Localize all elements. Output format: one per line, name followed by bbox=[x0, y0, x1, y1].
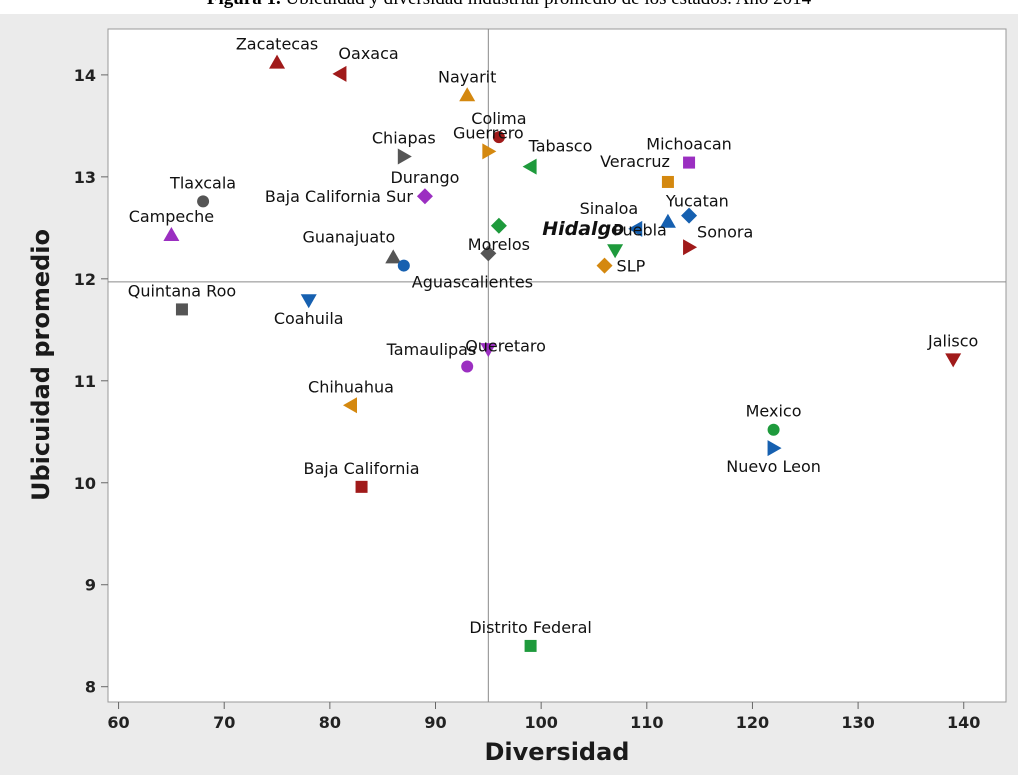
point-label-mexico: Mexico bbox=[746, 402, 802, 421]
point-label-colima: Colima bbox=[471, 109, 526, 128]
y-tick-label: 11 bbox=[74, 372, 96, 391]
point-label-nuevo-leon: Nuevo Leon bbox=[726, 457, 821, 476]
y-tick-label: 8 bbox=[85, 678, 96, 697]
data-point-guanajuato bbox=[385, 249, 402, 264]
figure-caption-text: Ubicuidad y diversidad industrial promed… bbox=[281, 0, 812, 9]
data-point-tabasco bbox=[522, 158, 537, 175]
data-point-distrito-federal bbox=[524, 639, 537, 652]
point-label-tamaulipas: Tamaulipas bbox=[386, 340, 477, 359]
point-label-hidalgo: Hidalgo bbox=[542, 218, 624, 240]
data-point-morelos bbox=[490, 217, 507, 234]
y-tick-label: 14 bbox=[74, 66, 96, 85]
y-axis: 8 9 10 11 12 13 14 bbox=[74, 66, 108, 697]
data-point-tamaulipas bbox=[480, 343, 497, 358]
data-point-puebla bbox=[607, 244, 624, 259]
point-label-baja-california: Baja California bbox=[304, 459, 420, 478]
data-point-zacatecas bbox=[269, 54, 286, 69]
x-tick-label: 80 bbox=[319, 713, 341, 732]
point-label-sonora: Sonora bbox=[697, 223, 753, 242]
plot-area bbox=[107, 28, 1007, 703]
data-point-veracruz bbox=[661, 175, 674, 188]
y-tick-label: 13 bbox=[74, 168, 96, 187]
data-point-campeche bbox=[163, 226, 180, 241]
data-point-sonora bbox=[681, 207, 698, 224]
x-tick-label: 120 bbox=[736, 713, 769, 732]
y-tick-label: 12 bbox=[74, 270, 96, 289]
y-axis-title: Ubicuidad promedio bbox=[27, 229, 55, 501]
point-label-chihuahua: Chihuahua bbox=[308, 377, 394, 396]
data-point-queretaro bbox=[461, 360, 474, 373]
reference-lines bbox=[108, 29, 1006, 702]
x-tick-label: 70 bbox=[213, 713, 235, 732]
data-point-yucatan bbox=[659, 213, 676, 228]
point-label-tabasco: Tabasco bbox=[528, 137, 593, 156]
x-tick-label: 90 bbox=[424, 713, 446, 732]
data-point-michoacan bbox=[683, 156, 696, 169]
point-label-guanajuato: Guanajuato bbox=[302, 227, 395, 246]
point-label-tlaxcala: Tlaxcala bbox=[169, 173, 236, 192]
point-label-veracruz: Veracruz bbox=[600, 152, 670, 171]
data-point-chihuahua bbox=[342, 397, 357, 414]
data-points bbox=[163, 54, 962, 652]
x-tick-label: 100 bbox=[524, 713, 557, 732]
data-point-sinaloa bbox=[628, 220, 643, 237]
data-point-aguascalientes bbox=[397, 259, 410, 272]
x-tick-label: 130 bbox=[841, 713, 874, 732]
data-point-colima bbox=[492, 131, 505, 144]
point-label-chiapas: Chiapas bbox=[372, 128, 436, 147]
point-label-yucatan: Yucatan bbox=[665, 192, 729, 211]
data-point-nuevo-leon bbox=[767, 440, 782, 457]
x-tick-label: 110 bbox=[630, 713, 663, 732]
data-point-coahuila bbox=[300, 294, 317, 309]
y-tick-label: 9 bbox=[85, 576, 96, 595]
data-point-baja-california bbox=[355, 480, 368, 493]
data-point-durango bbox=[416, 188, 433, 205]
x-tick-label: 60 bbox=[107, 713, 129, 732]
point-label-baja-california-sur: Baja California Sur bbox=[265, 187, 413, 206]
figure-caption-number: Figura 1. bbox=[207, 0, 281, 9]
point-label-zacatecas: Zacatecas bbox=[236, 35, 318, 54]
point-label-jalisco: Jalisco bbox=[927, 331, 978, 350]
figure-caption: Figura 1. Ubicuidad y diversidad industr… bbox=[0, 0, 1018, 12]
data-point-unlabeled bbox=[480, 245, 497, 262]
x-axis-title: Diversidad bbox=[485, 738, 630, 766]
data-point-guerrero bbox=[482, 143, 497, 160]
point-label-aguascalientes: Aguascalientes bbox=[412, 273, 533, 292]
data-point-slp bbox=[596, 257, 613, 274]
data-point-tlaxcala bbox=[197, 195, 210, 208]
data-point-oaxaca bbox=[332, 65, 347, 82]
point-label-coahuila: Coahuila bbox=[274, 309, 344, 328]
data-point-unlabeled bbox=[683, 239, 698, 256]
point-label-durango: Durango bbox=[390, 168, 459, 187]
point-label-sinaloa: Sinaloa bbox=[580, 199, 639, 218]
x-axis: 60 70 80 90 100 110 120 130 140 bbox=[107, 702, 980, 732]
point-label-nayarit: Nayarit bbox=[438, 67, 496, 86]
data-point-chiapas bbox=[397, 148, 412, 165]
point-label-oaxaca: Oaxaca bbox=[338, 44, 398, 63]
point-label-slp: SLP bbox=[617, 257, 646, 276]
data-point-mexico bbox=[767, 423, 780, 436]
x-tick-label: 140 bbox=[947, 713, 980, 732]
point-label-queretaro: Queretaro bbox=[465, 337, 546, 356]
point-label-morelos: Morelos bbox=[468, 235, 530, 254]
point-label-guerrero: Guerrero bbox=[453, 123, 524, 142]
point-label-quintana-roo: Quintana Roo bbox=[128, 281, 236, 300]
point-label-campeche: Campeche bbox=[129, 207, 214, 226]
data-point-jalisco bbox=[945, 353, 962, 368]
point-label-distrito-federal: Distrito Federal bbox=[469, 618, 592, 637]
y-tick-label: 10 bbox=[74, 474, 96, 493]
data-point-quintana-roo bbox=[175, 303, 188, 316]
data-point-nayarit bbox=[459, 87, 476, 102]
point-label-michoacan: Michoacan bbox=[646, 135, 732, 154]
point-label-puebla: Puebla bbox=[613, 220, 667, 239]
